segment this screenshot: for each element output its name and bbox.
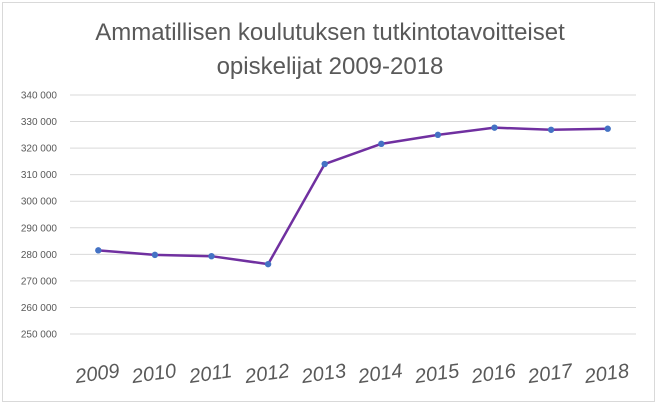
- data-point-marker: [321, 160, 328, 168]
- x-tick-label: 2010: [130, 360, 178, 388]
- series-line: [98, 126, 608, 266]
- x-tick-label: 2014: [356, 360, 404, 388]
- x-tick-label: 2016: [469, 360, 518, 388]
- y-tick-label: 300 000: [21, 197, 58, 208]
- x-tick-label: 2011: [187, 360, 234, 388]
- y-tick-label: 310 000: [21, 170, 58, 181]
- data-point-marker: [491, 124, 498, 131]
- x-tick-label: 2012: [243, 360, 291, 388]
- data-point-marker: [378, 140, 385, 148]
- data-point-marker: [151, 251, 159, 259]
- gridlines: [70, 94, 636, 335]
- data-point-marker: [547, 126, 555, 133]
- data-point-marker: [208, 252, 215, 260]
- y-tick-label: 280 000: [21, 250, 58, 261]
- y-tick-label: 340 000: [21, 91, 58, 102]
- x-tick-label: 2009: [73, 360, 121, 388]
- y-tick-label: 330 000: [21, 117, 58, 128]
- y-tick-label: 260 000: [21, 303, 58, 314]
- chart-frame: [2, 2, 655, 402]
- x-tick-label: 2017: [526, 360, 575, 388]
- x-tick-label: 2018: [582, 360, 630, 388]
- chart-title-line-2: opiskelijat 2009-2018: [217, 53, 444, 80]
- data-point-marker: [264, 260, 272, 268]
- x-tick-label: 2013: [299, 360, 347, 388]
- data-point-marker: [95, 247, 102, 254]
- y-tick-label: 320 000: [21, 144, 58, 155]
- chart-title-line-1: Ammatillisen koulutuksen tutkintotavoitt…: [95, 19, 565, 46]
- data-point-marker: [604, 125, 611, 132]
- x-tick-label: 2015: [413, 360, 462, 388]
- y-tick-label: 270 000: [21, 276, 58, 287]
- y-axis-tick-labels: 250 000 260 000 270 000 280 000 290 000 300 0…: [21, 91, 58, 341]
- series-group: [95, 124, 611, 268]
- y-tick-label: 250 000: [21, 330, 58, 341]
- data-point-marker: [434, 131, 442, 139]
- x-axis-tick-labels: 2009 2010 2011 2012 2013 2014 2015 2016 2017 2018: [73, 360, 631, 388]
- y-tick-label: 290 000: [21, 223, 58, 234]
